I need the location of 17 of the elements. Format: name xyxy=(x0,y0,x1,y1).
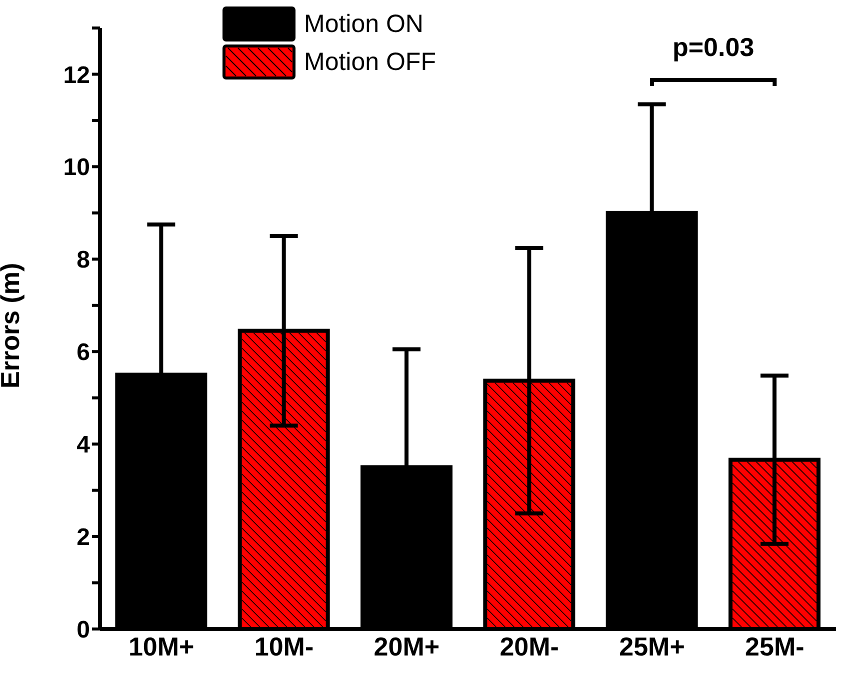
x-tick-label: 25M- xyxy=(745,631,804,662)
x-tick-label: 10M- xyxy=(254,631,314,662)
y-tick-label: 2 xyxy=(76,524,90,552)
y-tick-label: 12 xyxy=(63,62,90,89)
y-tick-label: 0 xyxy=(76,616,90,644)
x-tick-label: 20M+ xyxy=(374,631,440,662)
x-tick-label: 10M+ xyxy=(128,631,194,662)
y-tick-label: 6 xyxy=(76,339,90,366)
y-tick-label: 8 xyxy=(76,246,90,274)
x-tick-label: 25M+ xyxy=(619,631,685,662)
legend-label: Motion OFF xyxy=(304,48,436,76)
y-tick-label: 4 xyxy=(76,432,91,459)
y-axis-title: Errors (m) xyxy=(0,262,26,388)
y-tick-label: 10 xyxy=(63,154,90,182)
annotation: p=0.03 xyxy=(671,32,756,63)
x-tick-label: 20M- xyxy=(500,631,559,662)
legend-label: Motion ON xyxy=(304,10,424,38)
